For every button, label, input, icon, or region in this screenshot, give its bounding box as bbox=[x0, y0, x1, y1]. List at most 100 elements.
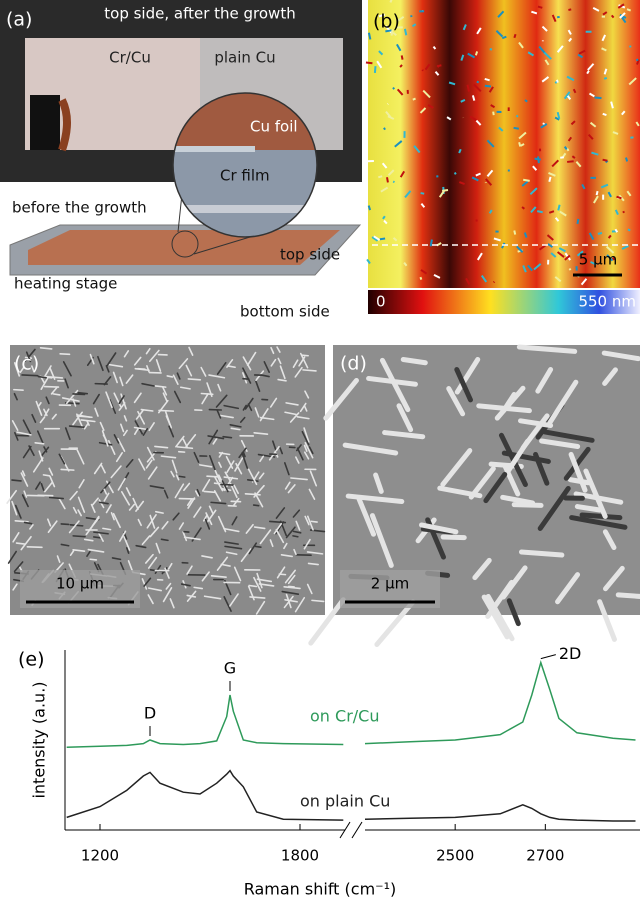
sem-feature bbox=[179, 476, 184, 477]
sem-feature bbox=[256, 546, 261, 547]
map-feature bbox=[543, 123, 544, 125]
map-feature bbox=[537, 211, 542, 212]
sem-feature bbox=[254, 505, 259, 506]
map-feature bbox=[636, 59, 638, 60]
map-feature bbox=[378, 176, 382, 177]
sem-feature bbox=[161, 539, 167, 540]
sem-feature bbox=[303, 370, 316, 371]
map-feature bbox=[514, 128, 519, 129]
x-tick-label: 2500 bbox=[436, 847, 474, 865]
before-label: before the growth bbox=[12, 199, 147, 217]
map-feature bbox=[431, 240, 432, 247]
annotation: 2D bbox=[559, 644, 582, 663]
stage-label: heating stage bbox=[14, 275, 117, 293]
map-feature bbox=[517, 115, 518, 116]
sem-feature bbox=[35, 443, 43, 444]
map-feature bbox=[477, 81, 479, 82]
map-feature bbox=[476, 51, 477, 55]
map-feature bbox=[369, 206, 370, 210]
sem-feature bbox=[188, 379, 200, 380]
map-feature bbox=[523, 180, 530, 181]
map-feature bbox=[628, 229, 630, 230]
map-feature bbox=[538, 7, 542, 8]
map-feature bbox=[413, 99, 416, 100]
sem-feature bbox=[293, 536, 298, 537]
map-feature bbox=[402, 55, 403, 59]
x-tick-label: 1800 bbox=[281, 847, 319, 865]
region-label: plain Cu bbox=[214, 49, 275, 67]
map-feature bbox=[568, 9, 571, 10]
sem-feature bbox=[311, 521, 317, 522]
map-feature bbox=[525, 100, 527, 102]
x-tick-label: 2700 bbox=[526, 847, 564, 865]
map-feature bbox=[442, 190, 448, 191]
map-feature bbox=[597, 191, 598, 195]
map-feature bbox=[598, 233, 602, 234]
map-feature bbox=[405, 29, 406, 35]
sem-feature bbox=[221, 484, 233, 485]
map-feature bbox=[384, 128, 385, 130]
sem-feature bbox=[159, 410, 173, 411]
panel-a: (a) top side, after the growth Cr/Cu pla… bbox=[0, 0, 362, 321]
caption: top side, after the growth bbox=[104, 5, 295, 23]
map-feature bbox=[387, 177, 388, 182]
map-feature bbox=[595, 98, 602, 99]
map-feature bbox=[473, 95, 474, 100]
x-tick-label: 1200 bbox=[81, 847, 119, 865]
map-feature bbox=[422, 70, 423, 71]
series-label: on plain Cu bbox=[300, 792, 390, 811]
map-feature bbox=[476, 220, 478, 221]
map-feature bbox=[623, 211, 624, 213]
sem-feature bbox=[270, 521, 285, 522]
sem-feature bbox=[577, 507, 599, 510]
sem-feature bbox=[17, 543, 25, 544]
page: { "panels": { "a": {"label": "(a)", "tit… bbox=[0, 0, 640, 907]
sem-feature bbox=[12, 480, 21, 481]
cr-film-zoom bbox=[170, 146, 255, 152]
y-axis-title: intensity (a.u.) bbox=[30, 681, 49, 798]
map-feature bbox=[421, 193, 425, 194]
colorbar-max: 550 nm bbox=[578, 293, 636, 311]
stage-edge bbox=[170, 205, 320, 213]
map-feature bbox=[485, 86, 491, 87]
panel-b: 5 µm (b) 0 550 nm bbox=[366, 0, 640, 314]
annotation-leader bbox=[541, 655, 556, 659]
sem-feature bbox=[53, 394, 60, 395]
sem-feature bbox=[582, 515, 620, 518]
sem-feature bbox=[521, 552, 561, 555]
foil-label: Cu foil bbox=[250, 118, 298, 136]
panel-label: (a) bbox=[6, 9, 32, 31]
map-feature bbox=[485, 79, 490, 80]
map-feature bbox=[549, 177, 550, 182]
panel-d: 2 µm (d) bbox=[311, 345, 640, 644]
panel-label: (c) bbox=[14, 353, 39, 375]
raman-chart: (e) intensity (a.u.) Raman shift (cm⁻¹) … bbox=[18, 644, 640, 898]
map-feature bbox=[577, 219, 578, 224]
map-feature bbox=[514, 34, 515, 38]
map-feature bbox=[380, 238, 385, 239]
figure: (a) top side, after the growth Cr/Cu pla… bbox=[0, 0, 640, 907]
sem-feature bbox=[73, 536, 85, 537]
sem-feature bbox=[43, 475, 49, 476]
scale-label: 2 µm bbox=[371, 575, 409, 593]
map-feature bbox=[627, 9, 631, 10]
sem-feature bbox=[249, 585, 256, 586]
scale-label: 5 µm bbox=[579, 251, 617, 269]
map-feature bbox=[557, 80, 558, 83]
sem-feature bbox=[38, 377, 46, 378]
scale-label: 10 µm bbox=[56, 575, 104, 593]
sem-feature bbox=[223, 437, 231, 438]
annotation: G bbox=[224, 659, 236, 678]
top-label: top side bbox=[280, 246, 340, 264]
map-feature bbox=[558, 205, 559, 211]
map-feature bbox=[393, 88, 395, 89]
sem-feature bbox=[514, 505, 541, 506]
sem-feature bbox=[14, 390, 23, 391]
sem-feature bbox=[41, 348, 52, 349]
sem-feature bbox=[27, 547, 42, 548]
sem-feature bbox=[22, 375, 38, 376]
panel-label: (e) bbox=[18, 649, 45, 671]
dark-spot bbox=[30, 95, 60, 150]
sem-feature bbox=[443, 537, 464, 538]
sem-feature bbox=[245, 494, 260, 495]
